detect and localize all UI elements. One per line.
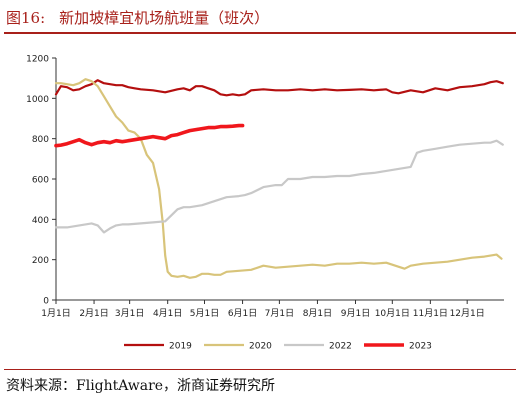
series-line-2020 <box>54 78 503 279</box>
y-tick-label: 200 <box>32 256 49 266</box>
x-tick-label: 5月1日 <box>190 308 219 319</box>
line-chart: 0 200 400 600 800 1000 1200 1月1日 2月1日 3月1日 4月1日 5月1… <box>26 55 504 352</box>
legend: 2019 2020 2022 2023 <box>124 342 432 352</box>
x-tick-label: 11月1日 <box>413 308 448 319</box>
x-tick-label: 6月1日 <box>228 308 257 319</box>
legend-label-2020: 2020 <box>249 342 272 352</box>
x-tick-label: 10月1日 <box>375 308 410 319</box>
series-line-2022 <box>54 139 504 234</box>
series-line-2019 <box>54 79 504 97</box>
footer-rule <box>4 369 516 370</box>
y-tick-label: 0 <box>43 297 49 307</box>
y-tick-label: 1000 <box>26 95 49 105</box>
y-tick-label: 800 <box>32 135 49 145</box>
series-layer <box>54 78 504 279</box>
x-tick-label: 1月1日 <box>41 308 70 319</box>
x-tick-label: 4月1日 <box>153 308 182 319</box>
x-tick-label: 7月1日 <box>265 308 294 319</box>
figure-title: 图16: 新加坡樟宜机场航班量（班次） <box>6 4 514 30</box>
legend-label-2023: 2023 <box>409 342 432 352</box>
title-rule <box>4 32 516 34</box>
legend-label-2019: 2019 <box>169 342 192 352</box>
x-tick-label: 9月1日 <box>341 308 370 319</box>
x-tick-label: 2月1日 <box>79 308 108 319</box>
figure-title-text: 新加坡樟宜机场航班量（班次） <box>59 8 270 27</box>
y-tick-label: 1200 <box>26 55 49 65</box>
y-tick-label: 600 <box>32 176 49 186</box>
series-line-2023 <box>54 123 245 148</box>
figure-number: 图16: <box>6 8 46 27</box>
axes-layer: 0 200 400 600 800 1000 1200 1月1日 2月1日 3月1日 4月1日 5月1… <box>26 55 504 319</box>
y-tick-label: 400 <box>32 216 49 226</box>
x-tick-label: 8月1日 <box>303 308 332 319</box>
source-note: 资料来源：FlightAware，浙商证券研究所 <box>6 378 276 394</box>
x-tick-label: 12月1日 <box>450 308 485 319</box>
legend-label-2022: 2022 <box>329 342 352 352</box>
x-tick-label: 3月1日 <box>115 308 144 319</box>
